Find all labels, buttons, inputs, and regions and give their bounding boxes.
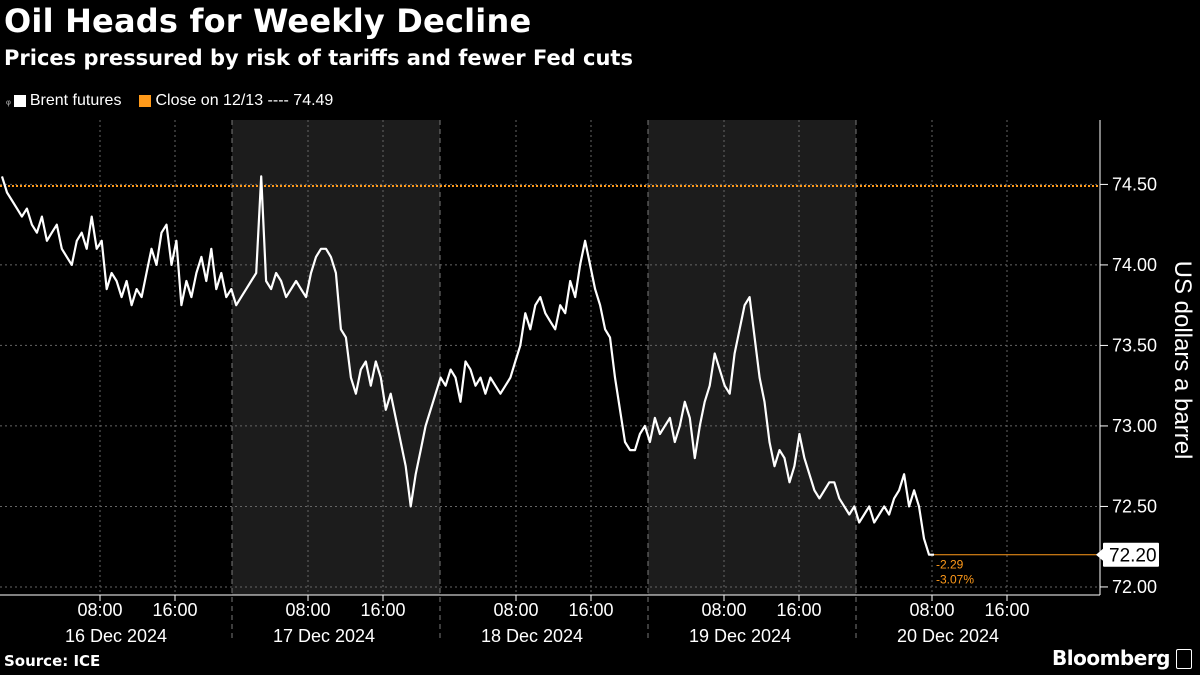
bloomberg-logo: Bloomberg xyxy=(1052,646,1170,670)
brent-line xyxy=(0,175,934,556)
axes xyxy=(0,120,1108,601)
x-time-label: 08:00 xyxy=(493,600,538,620)
x-day-label: 20 Dec 2024 xyxy=(897,626,999,646)
change-abs-label: -2.29 xyxy=(936,558,964,572)
gridlines xyxy=(0,120,1100,640)
y-tick-label: 72.00 xyxy=(1112,577,1157,597)
x-day-label: 17 Dec 2024 xyxy=(273,626,375,646)
legend-swatch-orange xyxy=(139,95,152,107)
x-time-label: 08:00 xyxy=(909,600,954,620)
terminal-icon xyxy=(1176,649,1192,669)
last-value-label: 72.20 xyxy=(1109,546,1157,567)
x-time-label: 08:00 xyxy=(77,600,122,620)
series-layer xyxy=(0,175,1100,556)
x-time-label: 08:00 xyxy=(701,600,746,620)
x-time-label: 16:00 xyxy=(152,600,197,620)
candle-icon: ᵩ xyxy=(6,95,11,107)
day-band xyxy=(232,120,440,595)
chart-title: Oil Heads for Weekly Decline xyxy=(4,2,532,40)
x-day-label: 18 Dec 2024 xyxy=(481,626,583,646)
axis-labels: 72.00 72.50 73.00 73.50 74.00 74.50 08:00 16:00… xyxy=(65,174,1159,646)
y-tick-label: 73.00 xyxy=(1112,416,1157,436)
y-tick-label: 74.50 xyxy=(1112,174,1157,194)
legend-label-close: Close on 12/13 ---- 74.49 xyxy=(155,92,334,109)
legend-item-brent: ᵩ Brent futures xyxy=(6,92,121,110)
last-value-box xyxy=(1103,542,1159,567)
change-pct-label: -3.07% xyxy=(936,573,974,587)
last-value-pointer xyxy=(1096,548,1103,561)
x-day-label: 19 Dec 2024 xyxy=(689,626,791,646)
y-axis-label: US dollars a barrel xyxy=(1169,261,1196,460)
legend-label-brent: Brent futures xyxy=(29,92,122,109)
x-time-label: 16:00 xyxy=(984,600,1029,620)
legend-swatch-white xyxy=(13,95,26,107)
x-time-label: 08:00 xyxy=(285,600,330,620)
legend: ᵩ Brent futures Close on 12/13 ---- 74.4… xyxy=(6,92,351,110)
x-time-label: 16:00 xyxy=(776,600,821,620)
source-note: Source: ICE xyxy=(4,652,101,670)
y-tick-label: 74.00 xyxy=(1112,255,1157,275)
day-band xyxy=(648,120,856,595)
legend-item-close: Close on 12/13 ---- 74.49 xyxy=(139,92,333,110)
x-time-label: 16:00 xyxy=(360,600,405,620)
chart-subtitle: Prices pressured by risk of tariffs and … xyxy=(4,46,633,70)
y-tick-label: 73.50 xyxy=(1112,335,1157,355)
x-time-label: 16:00 xyxy=(568,600,613,620)
x-day-label: 16 Dec 2024 xyxy=(65,626,167,646)
y-tick-label: 72.50 xyxy=(1112,496,1157,516)
weekend-bands xyxy=(232,120,856,595)
